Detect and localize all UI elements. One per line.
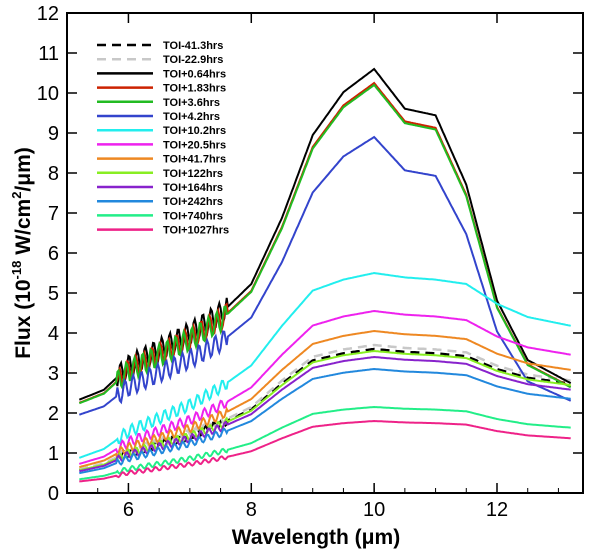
x-tick-label: 10 (363, 499, 385, 521)
legend-label: TOI+0.64hrs (163, 68, 226, 80)
x-tick-label: 8 (246, 499, 257, 521)
y-tick-label: 0 (48, 483, 59, 505)
y-tick-label: 3 (48, 363, 59, 385)
x-tick-label: 12 (486, 499, 508, 521)
legend-label: TOI+122hrs (163, 168, 223, 180)
y-tick-label: 8 (48, 163, 59, 185)
series-line-TOI+1027hrs (79, 419, 571, 483)
legend: TOI-41.3hrs TOI-22.9hrs TOI+0.64hrs TOI+1.8… (97, 40, 229, 237)
y-tick-label: 2 (48, 403, 59, 425)
legend-label: TOI+740hrs (163, 210, 223, 222)
legend-label: TOI+164hrs (163, 182, 223, 194)
y-tick-label: 7 (48, 203, 59, 225)
legend-label: TOI+41.7hrs (163, 154, 226, 166)
legend-label: TOI-41.3hrs (163, 40, 223, 52)
y-tick-label: 12 (37, 3, 59, 25)
series-line-TOI+164hrs (79, 355, 571, 473)
legend-label: TOI-22.9hrs (163, 54, 223, 66)
y-tick-label: 6 (48, 243, 59, 265)
series-line-TOI+3.6hrs (78, 83, 572, 405)
y-tick-label: 5 (48, 283, 59, 305)
y-tick-label: 9 (48, 123, 59, 145)
x-axis-title: Wavelength (μm) (232, 526, 400, 549)
legend-label: TOI+1.83hrs (163, 83, 226, 95)
series-line-TOI+0.64hrs (78, 67, 572, 401)
legend-label: TOI+10.2hrs (163, 125, 226, 137)
series-line-TOI+10.2hrs (78, 271, 571, 459)
series-line-TOI+242hrs (79, 367, 571, 475)
series-line-TOI+122hrs (79, 349, 571, 472)
legend-label: TOI+20.5hrs (163, 139, 226, 151)
series-line-TOI+41.7hrs (79, 329, 571, 469)
series-line-TOI+740hrs (79, 405, 571, 481)
legend-label: TOI+1027hrs (163, 225, 229, 237)
series-layer (78, 67, 572, 483)
series-line-TOI+4.2hrs (78, 135, 572, 416)
legend-label: TOI+3.6hrs (163, 97, 220, 109)
y-tick-label: 10 (37, 83, 59, 105)
series-line-TOI-41.3hrs (78, 347, 571, 472)
y-axis-title: Flux (10-18 W/cm2/μm) (9, 147, 35, 359)
legend-label: TOI+242hrs (163, 196, 223, 208)
y-tick-label: 1 (48, 443, 59, 465)
y-tick-label: 4 (48, 323, 59, 345)
series-line-TOI+20.5hrs (78, 309, 571, 465)
y-tick-label: 11 (38, 43, 59, 65)
x-tick-label: 6 (123, 499, 134, 521)
legend-label: TOI+4.2hrs (163, 111, 220, 123)
